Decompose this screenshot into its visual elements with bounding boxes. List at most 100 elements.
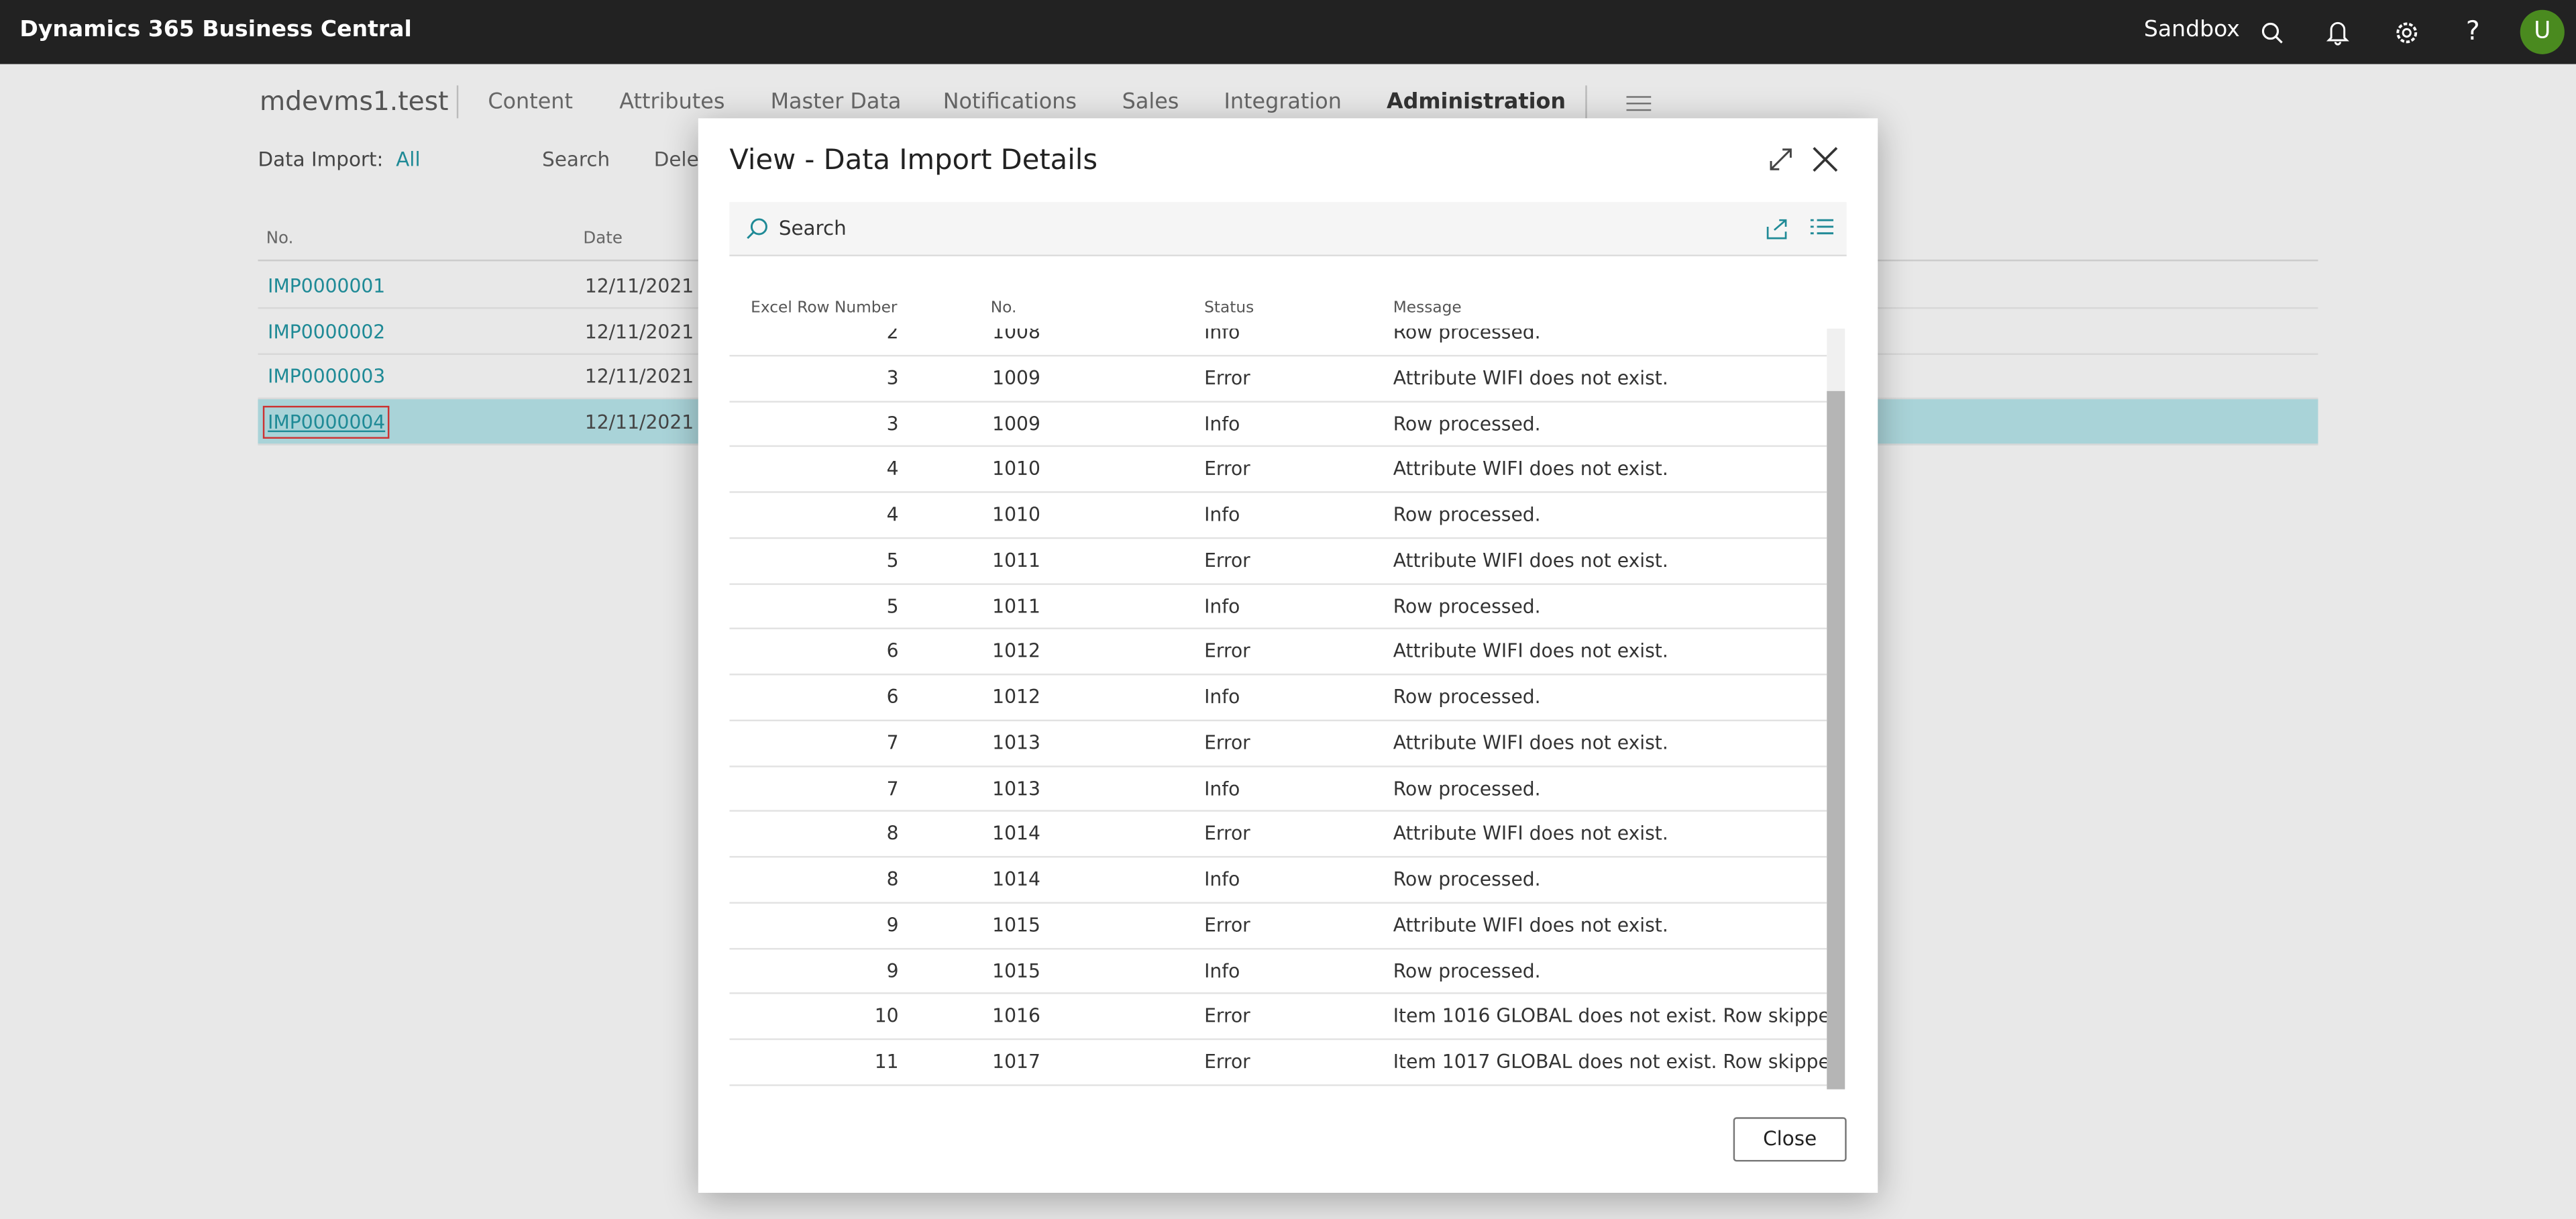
search-action[interactable]: Search (542, 148, 610, 171)
nav-item[interactable]: Attributes (619, 90, 725, 115)
item-no[interactable]: 1014 (992, 822, 1040, 845)
status: Info (1204, 867, 1240, 891)
column-header[interactable]: Status (1204, 299, 1254, 317)
item-no[interactable]: 1016 (992, 1004, 1040, 1028)
excel-row-number: 5 (886, 548, 899, 572)
more-menu-icon[interactable] (1626, 95, 1652, 111)
table-row[interactable]: 6 1012 Info Row processed. (729, 674, 1827, 721)
table-row[interactable]: 5 1011 Info Row processed. (729, 582, 1827, 630)
table-row[interactable]: 9 1015 Error Attribute WIFI does not exist. (729, 902, 1827, 949)
scrollbar[interactable] (1827, 328, 1845, 1090)
table-row[interactable]: 8 1014 Error Attribute WIFI does not exist. (729, 810, 1827, 858)
message: Attribute WIFI does not exist. (1393, 457, 1668, 480)
nav-item[interactable]: Administration (1386, 90, 1566, 115)
table-row[interactable]: 9 1015 Info Row processed. (729, 947, 1827, 995)
excel-row-number: 10 (874, 1004, 899, 1028)
nav-item[interactable]: Notifications (943, 90, 1077, 115)
excel-row-number: 4 (886, 457, 899, 480)
message: Row processed. (1393, 594, 1541, 617)
item-no[interactable]: 1014 (992, 867, 1040, 891)
table-row[interactable]: 11 1017 Error Item 1017 GLOBAL does not exi… (729, 1039, 1827, 1086)
bell-icon[interactable] (2326, 19, 2349, 46)
search-icon[interactable] (2261, 21, 2284, 44)
table-row[interactable]: 2 1008 Info Row processed. (729, 329, 1827, 356)
excel-row-number: 8 (886, 822, 899, 845)
nav-item[interactable]: Integration (1224, 90, 1342, 115)
item-no[interactable]: 1012 (992, 639, 1040, 663)
divider (456, 85, 459, 119)
column-header[interactable]: Date (583, 229, 623, 248)
record-date: 12/11/2021 1 (584, 411, 712, 434)
table-row[interactable]: 6 1012 Error Attribute WIFI does not exist. (729, 628, 1827, 676)
message: Attribute WIFI does not exist. (1393, 548, 1668, 572)
item-no[interactable]: 1011 (992, 594, 1040, 617)
table-row[interactable]: 10 1016 Error Item 1016 GLOBAL does not exi… (729, 993, 1827, 1041)
record-date: 12/11/2021 1 (584, 274, 712, 298)
table-row[interactable]: 8 1014 Info Row processed. (729, 856, 1827, 904)
excel-row-number: 2 (886, 328, 899, 343)
record-no[interactable]: IMP0000004 (262, 406, 390, 439)
status: Info (1204, 776, 1240, 800)
top-bar: Dynamics 365 Business Central Sandbox ? … (0, 0, 2576, 64)
search-icon[interactable] (746, 217, 769, 240)
message: Row processed. (1393, 958, 1541, 982)
table-row[interactable]: 3 1009 Error Attribute WIFI does not exist. (729, 354, 1827, 402)
table: 2 1008 Info Row processed. 3 1009 Error Attribu… (729, 329, 1827, 1090)
table-row[interactable]: 7 1013 Info Row processed. (729, 765, 1827, 812)
filter-value[interactable]: All (396, 148, 421, 171)
table-row[interactable]: 5 1011 Error Attribute WIFI does not exist. (729, 537, 1827, 584)
item-no[interactable]: 1009 (992, 411, 1040, 435)
table-row[interactable]: 3 1009 Info Row processed. (729, 400, 1827, 447)
column-header[interactable]: No. (266, 229, 294, 248)
settings-icon[interactable] (2394, 19, 2420, 46)
app-title[interactable]: Dynamics 365 Business Central (19, 16, 412, 43)
record-no[interactable]: IMP0000002 (268, 319, 386, 343)
table-row[interactable]: 4 1010 Info Row processed. (729, 491, 1827, 539)
share-icon[interactable] (1766, 217, 1789, 240)
item-no[interactable]: 1013 (992, 731, 1040, 754)
excel-row-number: 5 (886, 594, 899, 617)
nav-item[interactable]: Master Data (770, 90, 902, 115)
expand-icon[interactable] (1770, 148, 1792, 170)
status: Info (1204, 328, 1240, 343)
environment[interactable]: Sandbox (2143, 16, 2240, 43)
item-no[interactable]: 1015 (992, 913, 1040, 937)
table-row[interactable]: 4 1010 Error Attribute WIFI does not exist. (729, 445, 1827, 493)
column-header[interactable]: No. (990, 299, 1017, 317)
excel-row-number: 9 (886, 913, 899, 937)
help-icon[interactable]: ? (2465, 15, 2480, 46)
list-icon[interactable] (1810, 219, 1834, 238)
status: Error (1204, 457, 1250, 480)
close-icon[interactable] (1812, 146, 1838, 172)
record-date: 12/11/2021 1 (584, 365, 712, 388)
item-no[interactable]: 1010 (992, 457, 1040, 480)
item-no[interactable]: 1013 (992, 776, 1040, 800)
item-no[interactable]: 1010 (992, 502, 1040, 526)
table-row[interactable]: 7 1013 Error Attribute WIFI does not exist. (729, 719, 1827, 767)
search-box[interactable]: Search (778, 217, 847, 240)
record-no[interactable]: IMP0000003 (268, 365, 386, 388)
excel-row-number: 6 (886, 639, 899, 663)
nav-item[interactable]: Sales (1122, 90, 1179, 115)
record-no[interactable]: IMP0000001 (268, 274, 386, 298)
close-button[interactable]: Close (1733, 1117, 1847, 1162)
status: Error (1204, 1004, 1250, 1028)
nav-item[interactable]: Content (488, 90, 573, 115)
column-header[interactable]: Message (1393, 299, 1462, 317)
column-header[interactable]: Excel Row Number (751, 299, 898, 317)
item-no[interactable]: 1012 (992, 685, 1040, 708)
item-no[interactable]: 1009 (992, 366, 1040, 389)
item-no[interactable]: 1008 (992, 328, 1040, 343)
item-no[interactable]: 1011 (992, 548, 1040, 572)
avatar[interactable]: U (2520, 9, 2565, 54)
excel-row-number: 3 (886, 366, 899, 389)
status: Error (1204, 822, 1250, 845)
item-no[interactable]: 1017 (992, 1049, 1040, 1073)
company-name[interactable]: mdevms1.test (259, 85, 449, 117)
excel-row-number: 11 (874, 1049, 899, 1073)
dialog: View - Data Import Details Search Excel … (698, 118, 1878, 1193)
filter-label: Data Import: (258, 148, 384, 171)
excel-row-number: 7 (886, 731, 899, 754)
excel-row-number: 7 (886, 776, 899, 800)
item-no[interactable]: 1015 (992, 958, 1040, 982)
